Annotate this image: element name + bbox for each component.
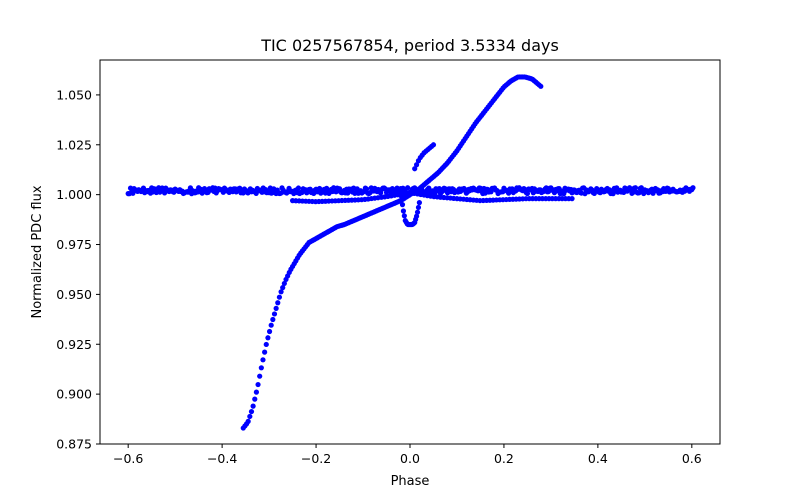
- data-point: [400, 208, 407, 214]
- x-tick-label: 0.0: [400, 451, 420, 466]
- y-tick-label: 0.875: [56, 437, 92, 452]
- data-point: [257, 373, 263, 379]
- data-point: [280, 285, 286, 291]
- data-point: [276, 294, 283, 300]
- y-axis-label: Normalized PDC flux: [30, 185, 45, 318]
- data-point: [263, 341, 269, 348]
- y-tick-label: 0.950: [56, 287, 92, 302]
- data-point: [247, 413, 253, 420]
- x-axis-ticks: −0.6 −0.4 −0.2 0.0 0.2 0.4 0.6: [113, 444, 702, 466]
- plot-frame: [99, 59, 721, 445]
- x-tick-label: 0.2: [494, 451, 514, 466]
- data-point: [248, 408, 255, 415]
- data-point: [430, 142, 437, 148]
- data-point: [632, 185, 639, 191]
- data-point: [416, 200, 422, 206]
- data-point: [271, 311, 278, 317]
- data-point: [278, 289, 284, 295]
- data-point: [295, 185, 302, 191]
- data-point: [270, 316, 276, 323]
- data-point: [690, 185, 696, 191]
- y-axis-ticks: 0.875 0.900 0.925 0.950 0.975 1.000 1.025 1.050: [56, 87, 100, 452]
- data-point: [253, 389, 260, 395]
- x-tick-label: −0.6: [113, 451, 143, 466]
- data-point: [413, 162, 420, 168]
- x-tick-label: 0.6: [682, 451, 702, 466]
- y-tick-label: 1.050: [56, 87, 92, 102]
- x-tick-label: 0.4: [588, 451, 608, 466]
- data-point: [405, 185, 411, 191]
- x-axis-label: Phase: [391, 474, 430, 489]
- data-point: [255, 381, 261, 388]
- data-point: [260, 357, 266, 363]
- data-point: [265, 335, 271, 341]
- data-point: [258, 365, 264, 371]
- data-point: [415, 204, 422, 211]
- data-point: [266, 328, 273, 335]
- data-point: [275, 300, 281, 306]
- data-point: [399, 202, 406, 208]
- data-point: [414, 209, 421, 215]
- data-point: [252, 396, 258, 402]
- data-point: [401, 213, 407, 219]
- data-point: [538, 83, 544, 89]
- data-point: [569, 196, 575, 202]
- data-point: [262, 349, 268, 355]
- chart-title: TIC 0257567854, period 3.5334 days: [260, 36, 559, 55]
- y-tick-label: 0.975: [56, 237, 92, 252]
- data-points: [125, 74, 696, 431]
- data-point: [268, 322, 274, 328]
- x-tick-label: −0.2: [301, 451, 331, 466]
- y-tick-label: 1.025: [56, 137, 92, 152]
- data-point: [413, 213, 420, 219]
- y-tick-label: 0.900: [56, 387, 92, 402]
- data-point: [273, 305, 279, 311]
- data-point: [398, 186, 404, 192]
- x-tick-label: −0.4: [207, 451, 237, 466]
- data-point: [250, 403, 256, 409]
- y-tick-label: 0.925: [56, 337, 92, 352]
- data-point: [524, 190, 531, 197]
- data-point: [412, 166, 418, 172]
- data-point: [245, 418, 251, 424]
- data-point: [281, 280, 287, 287]
- data-point: [363, 186, 370, 192]
- y-tick-label: 1.000: [56, 187, 92, 202]
